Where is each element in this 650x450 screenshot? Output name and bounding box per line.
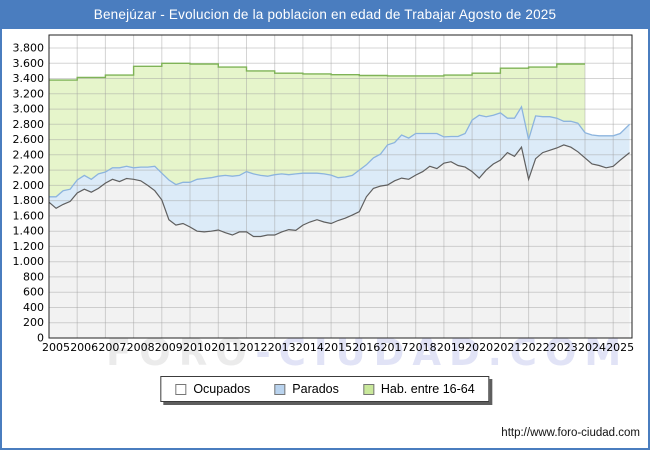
svg-text:1.000: 1.000 (13, 255, 45, 268)
svg-text:400: 400 (23, 301, 44, 314)
hab-16-64-swatch-icon (362, 383, 374, 395)
svg-text:2018: 2018 (409, 341, 437, 354)
svg-text:2019: 2019 (437, 341, 465, 354)
svg-text:600: 600 (23, 286, 44, 299)
svg-text:2025: 2025 (606, 341, 634, 354)
svg-text:3.400: 3.400 (13, 72, 45, 85)
svg-text:2.000: 2.000 (13, 179, 45, 192)
svg-text:1.200: 1.200 (13, 240, 45, 253)
svg-text:2021: 2021 (493, 341, 521, 354)
svg-text:2024: 2024 (578, 341, 606, 354)
svg-text:3.600: 3.600 (13, 57, 45, 70)
svg-text:3.000: 3.000 (13, 103, 45, 116)
svg-text:2006: 2006 (70, 341, 98, 354)
svg-text:2.400: 2.400 (13, 148, 45, 161)
site-url-text: http://www.foro-ciudad.com (501, 427, 640, 439)
svg-text:1.600: 1.600 (13, 209, 45, 222)
svg-text:2022: 2022 (522, 341, 550, 354)
legend-item-ocupados: Ocupados (175, 382, 250, 396)
ocupados-swatch-icon (175, 383, 187, 395)
svg-text:3.800: 3.800 (13, 42, 45, 55)
svg-text:2013: 2013 (268, 341, 296, 354)
svg-text:2023: 2023 (550, 341, 578, 354)
parados-swatch-icon (274, 383, 286, 395)
svg-text:2020: 2020 (465, 341, 493, 354)
svg-text:2012: 2012 (240, 341, 268, 354)
legend-item-parados: Parados (274, 382, 339, 396)
chart-title-bar: Benejúzar - Evolucion de la poblacion en… (0, 0, 650, 29)
chart-legend: Ocupados Parados Hab. entre 16-64 (160, 376, 490, 402)
svg-text:1.800: 1.800 (13, 194, 45, 207)
svg-text:2011: 2011 (211, 341, 239, 354)
svg-text:2009: 2009 (155, 341, 183, 354)
svg-text:3.200: 3.200 (13, 87, 45, 100)
legend-label-hab-16-64: Hab. entre 16-64 (380, 382, 475, 396)
svg-text:2005: 2005 (42, 341, 70, 354)
svg-text:2.800: 2.800 (13, 118, 45, 131)
legend-item-hab-16-64: Hab. entre 16-64 (362, 382, 475, 396)
svg-text:2.200: 2.200 (13, 164, 45, 177)
svg-text:2014: 2014 (296, 341, 324, 354)
svg-text:2017: 2017 (381, 341, 409, 354)
svg-text:0: 0 (37, 332, 44, 345)
svg-text:2016: 2016 (352, 341, 380, 354)
svg-text:200: 200 (23, 316, 44, 329)
legend-label-ocupados: Ocupados (193, 382, 251, 396)
svg-text:2008: 2008 (127, 341, 155, 354)
svg-text:1.400: 1.400 (13, 225, 45, 238)
legend-label-parados: Parados (292, 382, 339, 396)
svg-text:2.600: 2.600 (13, 133, 45, 146)
svg-text:2010: 2010 (183, 341, 211, 354)
svg-text:2007: 2007 (98, 341, 126, 354)
page-title: Benejúzar - Evolucion de la poblacion en… (93, 7, 557, 22)
svg-text:2015: 2015 (324, 341, 352, 354)
svg-text:800: 800 (23, 270, 44, 283)
